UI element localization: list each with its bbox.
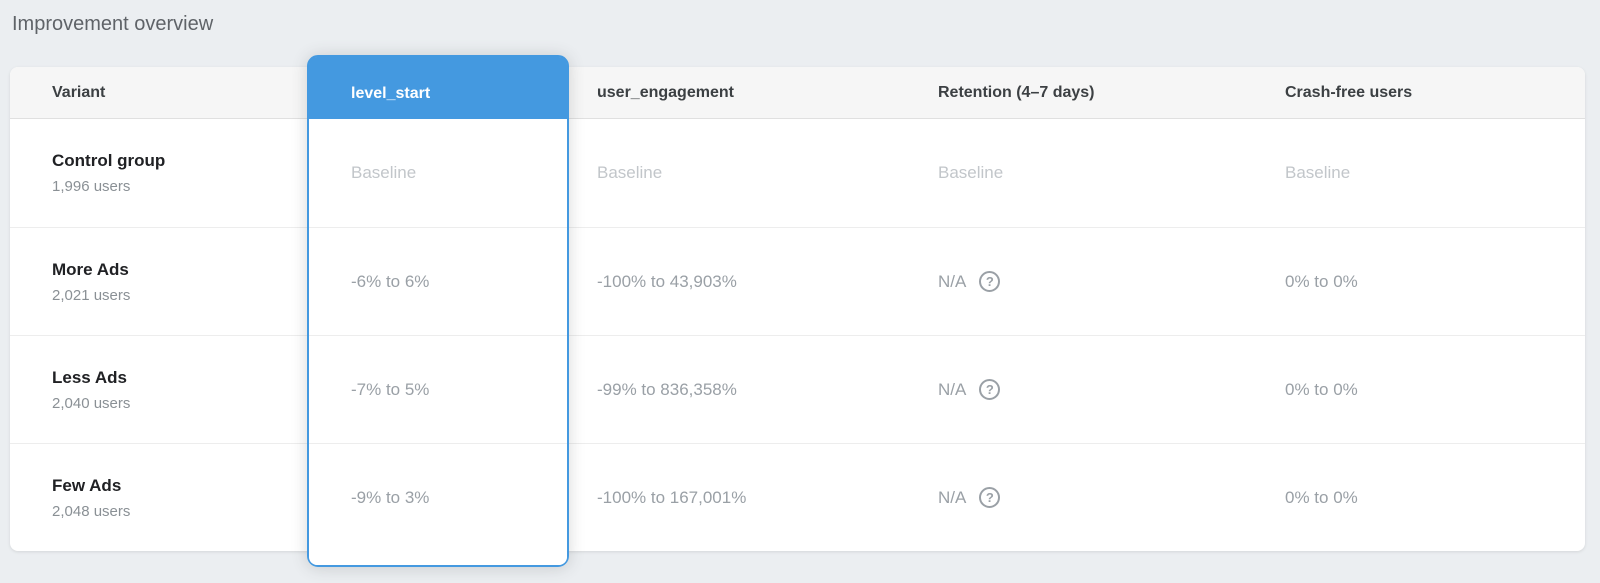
help-icon[interactable]: ? bbox=[979, 487, 1001, 508]
column-header-level-start[interactable]: level_start bbox=[309, 57, 567, 119]
column-header-variant: Variant bbox=[10, 67, 307, 119]
page-title: Improvement overview bbox=[12, 13, 214, 35]
selected-column-label: level_start bbox=[351, 85, 431, 102]
help-icon[interactable]: ? bbox=[979, 379, 1001, 400]
metric-cell-user-engagement: -100% to 43,903% bbox=[569, 227, 910, 335]
table-row-variant: Control group 1,996 users bbox=[10, 119, 307, 227]
variant-user-count: 1,996 users bbox=[52, 178, 131, 195]
variant-name: Few Ads bbox=[52, 475, 122, 495]
results-grid: Variant user_engagement Retention (4–7 d… bbox=[10, 67, 1585, 551]
variant-user-count: 2,040 users bbox=[52, 394, 131, 412]
metric-cell-crash-free: 0% to 0% bbox=[1258, 335, 1585, 443]
variant-name: Control group bbox=[52, 151, 166, 170]
metric-cell-crash-free: 0% to 0% bbox=[1258, 227, 1585, 335]
metric-cell-level-start: Baseline bbox=[351, 163, 417, 182]
retention-na-value: N/A bbox=[938, 487, 967, 507]
metric-cell-crash-free: Baseline bbox=[1285, 163, 1351, 182]
variant-user-count: 2,021 users bbox=[52, 286, 131, 304]
retention-na-value: N/A bbox=[938, 379, 967, 399]
variant-user-count: 2,048 users bbox=[52, 502, 131, 520]
metric-cell-retention: N/A ? bbox=[910, 227, 1258, 335]
metric-cell-crash-free: 0% to 0% bbox=[1258, 443, 1585, 551]
column-header-user-engagement[interactable]: user_engagement bbox=[569, 67, 910, 119]
variant-name: More Ads bbox=[52, 259, 129, 279]
table-row-variant: Less Ads 2,040 users bbox=[10, 335, 307, 443]
selected-column-bottom-cap bbox=[309, 550, 567, 565]
metric-cell-user-engagement: Baseline bbox=[597, 163, 663, 182]
table-row-variant: Few Ads 2,048 users bbox=[10, 443, 307, 551]
metric-cell-level-start: -7% to 5% bbox=[307, 335, 569, 443]
metric-cell-user-engagement: -100% to 167,001% bbox=[569, 443, 910, 551]
column-header-retention[interactable]: Retention (4–7 days) bbox=[910, 67, 1258, 119]
metric-cell-level-start: -6% to 6% bbox=[307, 227, 569, 335]
metric-cell-retention: N/A ? bbox=[910, 443, 1258, 551]
variant-name: Less Ads bbox=[52, 367, 127, 387]
metric-cell-retention: N/A ? bbox=[910, 335, 1258, 443]
metric-cell-level-start: -9% to 3% bbox=[307, 443, 569, 551]
metric-cell-retention: Baseline bbox=[938, 163, 1004, 182]
improvement-overview-table: Variant user_engagement Retention (4–7 d… bbox=[10, 55, 1585, 567]
table-row-variant: More Ads 2,021 users bbox=[10, 227, 307, 335]
metric-cell-user-engagement: -99% to 836,358% bbox=[569, 335, 910, 443]
retention-na-value: N/A bbox=[938, 271, 967, 291]
help-icon[interactable]: ? bbox=[979, 271, 1001, 292]
column-header-crash-free[interactable]: Crash-free users bbox=[1258, 67, 1585, 119]
